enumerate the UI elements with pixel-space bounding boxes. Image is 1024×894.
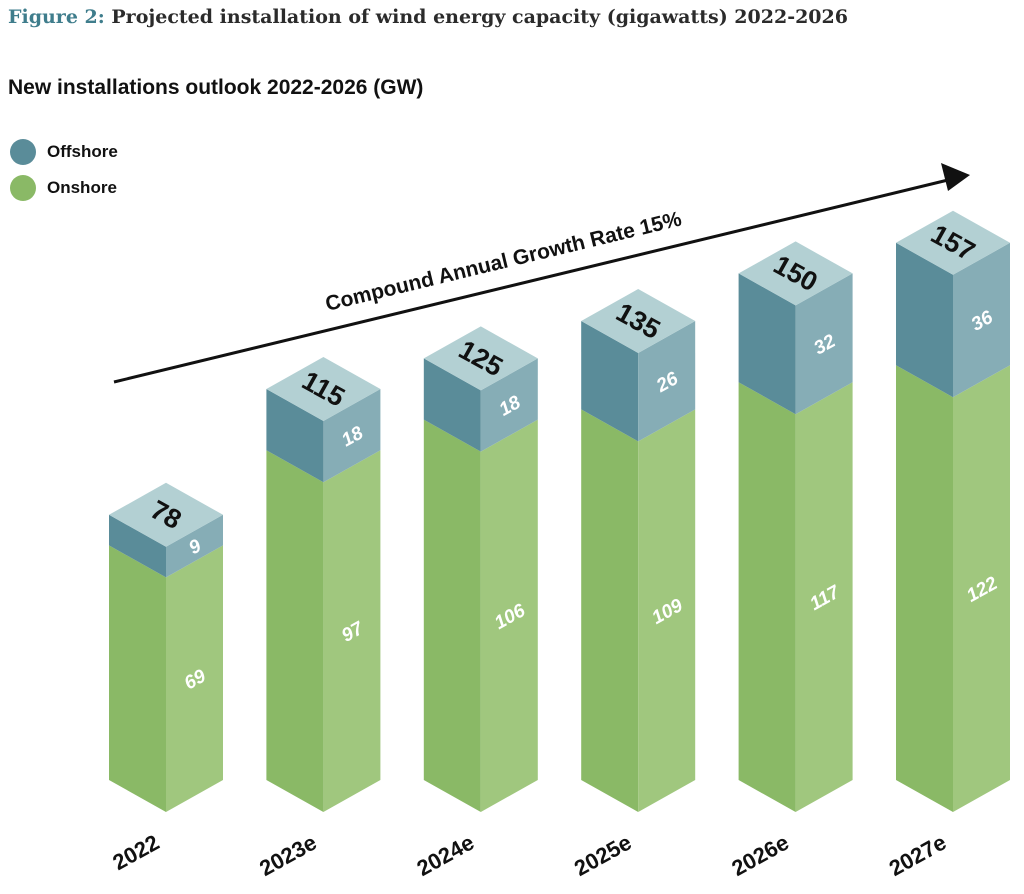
cagr-arrow-head [941,163,970,191]
bar-offshore-front-2027e [896,242,953,398]
category-label-2026e: 2026e [727,830,793,882]
bar-offshore-front-2022 [109,514,166,578]
bar-offshore-front-2025e [581,321,639,442]
bar-onshore-front-2024e [423,419,481,812]
bar-offshore-front-2026e [738,273,796,415]
bar-onshore-front-2022 [109,545,166,812]
category-label-2027e: 2027e [885,830,951,882]
bar-onshore-front-2025e [581,409,639,812]
bar-onshore-side-2024e [480,419,538,812]
bar-offshore-side-2025e [638,321,696,442]
bar-onshore-side-2023e [323,450,381,812]
bar-onshore-side-2026e [795,382,853,812]
bar-top-2025e [581,289,696,353]
bar-top-2022 [109,482,223,547]
bar-onshore-side-2025e [638,409,696,812]
category-label-2023e: 2023e [255,830,321,882]
figure-caption: Figure 2: Projected installation of wind… [8,6,848,28]
bar-onshore-side-2022 [166,545,223,812]
bar-top-2023e [266,357,381,421]
bar-onshore-front-2026e [738,382,796,812]
figure-caption-text: Projected installation of wind energy ca… [111,6,848,28]
cagr-arrow-line [113,178,949,384]
category-label-2025e: 2025e [570,830,636,882]
figure-number: Figure 2: [8,6,105,28]
bar-top-2026e [738,241,853,306]
bar-offshore-side-2027e [953,242,1010,398]
bar-top-2024e [423,326,538,391]
bar-offshore-side-2023e [323,389,381,483]
bar-offshore-side-2022 [166,514,223,578]
legend-label-offshore: Offshore [47,142,118,161]
bar-offshore-front-2023e [266,389,324,483]
bar-offshore-side-2026e [795,273,853,415]
legend-swatch-onshore [10,175,36,201]
bar-top-2027e [896,210,1010,275]
legend: Offshore Onshore [10,134,118,206]
bar-onshore-front-2027e [896,365,953,812]
bar-onshore-front-2023e [266,450,324,812]
category-label-2024e: 2024e [413,830,479,882]
legend-item-onshore: Onshore [10,170,118,206]
category-label-2022: 2022 [108,830,163,876]
bar-offshore-side-2024e [480,358,538,452]
legend-label-onshore: Onshore [47,178,117,197]
bars-group: 69978202297181152023e106181252024e109261… [108,210,1010,882]
bar-offshore-front-2024e [423,358,481,452]
legend-item-offshore: Offshore [10,134,118,170]
chart-title: New installations outlook 2022-2026 (GW) [8,76,424,99]
legend-swatch-offshore [10,139,36,165]
bar-onshore-side-2027e [953,365,1010,812]
